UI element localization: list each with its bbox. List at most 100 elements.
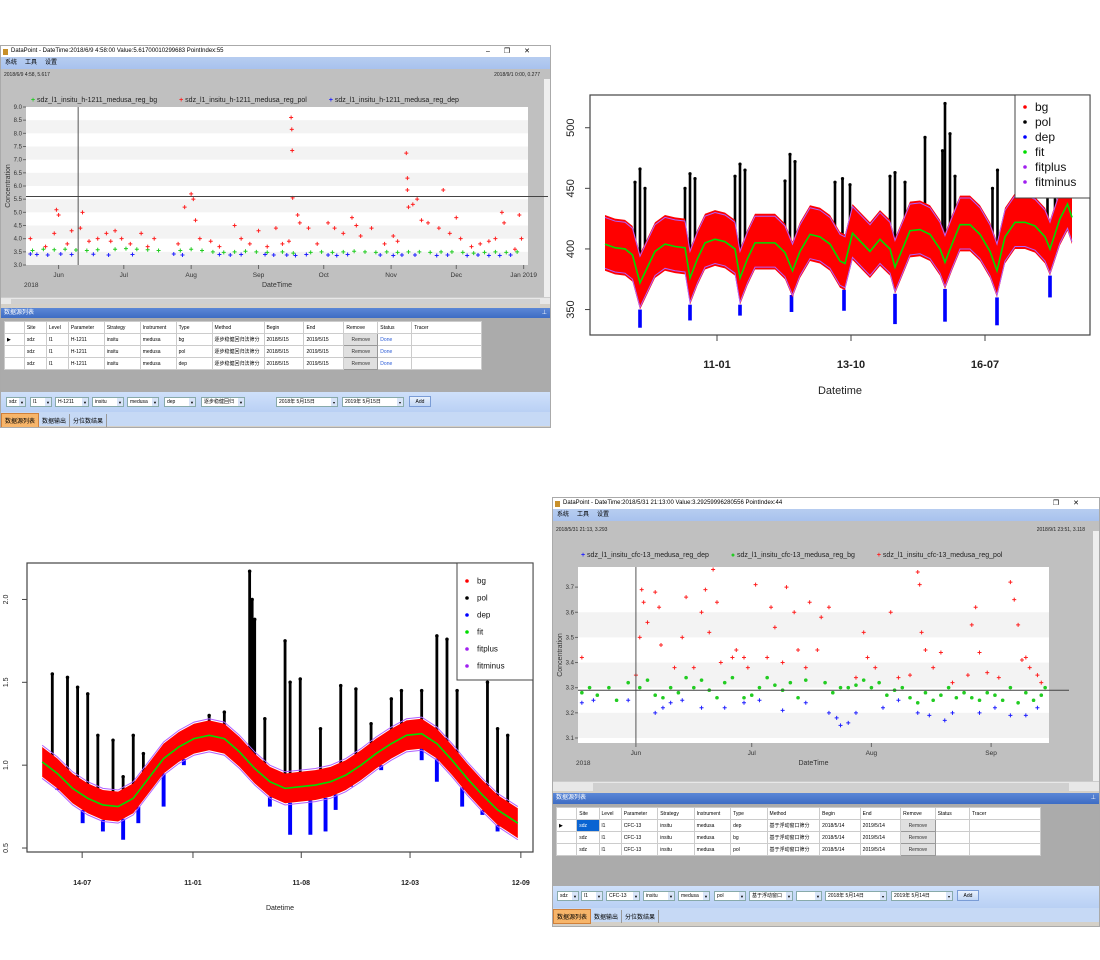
method-dropdown[interactable]: 基于浮动窗口 ▼ bbox=[749, 891, 793, 901]
table-row[interactable]: ▶ sdz l1 CFC-13 insitu medusa dep 基于浮动窗口筛分 2018/… bbox=[555, 819, 1041, 832]
column-header[interactable]: Type bbox=[730, 807, 768, 820]
legend-item-dep[interactable]: + sdz_l1_insitu_cfc-13_medusa_reg_dep bbox=[581, 552, 709, 559]
legend-item-pol[interactable]: + sdz_l1_insitu_cfc-13_medusa_reg_pol bbox=[876, 552, 1003, 559]
data-point-bg bbox=[471, 251, 476, 256]
menu-tools[interactable]: 工具 bbox=[25, 60, 38, 66]
remove-button[interactable]: Remove bbox=[900, 819, 936, 832]
menu-tools[interactable]: 工具 bbox=[577, 512, 590, 518]
column-header[interactable] bbox=[555, 807, 578, 820]
column-header[interactable]: Tracer bbox=[411, 321, 482, 334]
horizontal-scrollbar[interactable] bbox=[553, 781, 1099, 791]
maximize-button[interactable]: ❐ bbox=[1052, 500, 1074, 507]
instrument-dropdown[interactable]: medusa ▼ bbox=[678, 891, 710, 901]
column-header[interactable]: Remove bbox=[900, 807, 936, 820]
parameter-dropdown[interactable]: H-1211 ▼ bbox=[55, 397, 89, 407]
tab-data-sources[interactable]: 数据源列表 bbox=[553, 909, 592, 924]
add-button[interactable]: Add bbox=[409, 396, 431, 407]
type-dropdown[interactable]: pol ▼ bbox=[714, 891, 746, 901]
type-dropdown[interactable]: dep ▼ bbox=[164, 397, 196, 407]
data-point-pol bbox=[645, 620, 650, 625]
method-dropdown[interactable]: 逐步稳健回归 ▼ bbox=[201, 397, 245, 407]
strategy-dropdown[interactable]: insitu ▼ bbox=[92, 397, 124, 407]
end-date-picker[interactable]: 2019年 5月15日 ▾ bbox=[342, 397, 404, 407]
column-header[interactable]: Begin bbox=[263, 321, 305, 334]
remove-button[interactable]: Remove bbox=[343, 345, 379, 358]
column-header[interactable]: Level bbox=[598, 807, 622, 820]
table-row[interactable]: sdz l1 H-1211 insitu medusa pol 逐步稳健回归法筛分 2018/… bbox=[4, 345, 482, 358]
extra-dropdown[interactable]: ▼ bbox=[796, 891, 822, 901]
instrument-dropdown[interactable]: medusa ▼ bbox=[127, 397, 159, 407]
remove-button[interactable]: Remove bbox=[343, 333, 379, 346]
tab-data-output[interactable]: 数据输出 bbox=[39, 414, 71, 427]
vertical-scrollbar[interactable] bbox=[544, 79, 550, 297]
table-row[interactable]: sdz l1 CFC-13 insitu medusa bg 基于浮动窗口筛分 2018/5/… bbox=[555, 831, 1041, 844]
vertical-scrollbar[interactable] bbox=[1093, 531, 1099, 781]
table-row[interactable]: sdz l1 H-1211 insitu medusa dep 逐步稳健回归法筛分 2018/… bbox=[4, 357, 482, 370]
column-header[interactable]: Status bbox=[377, 321, 413, 334]
legend-item-bg[interactable]: ● sdz_l1_insitu_cfc-13_medusa_reg_bg bbox=[730, 552, 855, 559]
menu-system[interactable]: 系统 bbox=[557, 512, 570, 518]
pin-icon[interactable]: ⊥ bbox=[1090, 795, 1096, 801]
begin-date-picker[interactable]: 2018年 5月15日 ▾ bbox=[276, 397, 338, 407]
data-point-bg bbox=[923, 690, 928, 695]
column-header[interactable]: Begin bbox=[819, 807, 861, 820]
horizontal-scrollbar[interactable] bbox=[1, 297, 550, 304]
cell-instrument: medusa bbox=[693, 819, 732, 832]
concentration-chart[interactable]: 3.1 3.2 3.3 3.4 3.5 3.6 3.7 Jun Jul Aug Sep DateTim… bbox=[553, 564, 1093, 779]
legend-item-pol[interactable]: + sdz_l1_insitu_h-1211_medusa_reg_pol bbox=[179, 97, 307, 104]
table-row[interactable]: sdz l1 CFC-13 insitu medusa pol 基于浮动窗口筛分 2018/5… bbox=[555, 843, 1041, 856]
tab-data-sources[interactable]: 数据源列表 bbox=[1, 413, 40, 427]
menu-settings[interactable]: 设置 bbox=[597, 512, 610, 518]
table-row[interactable]: ▶ sdz l1 H-1211 insitu medusa bg 逐步稳健回归法筛分 2018/… bbox=[4, 333, 482, 346]
column-header[interactable]: Parameter bbox=[67, 321, 105, 334]
minimize-button[interactable]: – bbox=[485, 48, 504, 55]
legend-item-bg[interactable]: + sdz_l1_insitu_h-1211_medusa_reg_bg bbox=[31, 97, 158, 104]
column-header[interactable]: Strategy bbox=[103, 321, 141, 334]
column-header[interactable]: Method bbox=[766, 807, 821, 820]
column-header[interactable]: Instrument bbox=[693, 807, 732, 820]
close-button[interactable]: ✕ bbox=[524, 48, 544, 55]
remove-button[interactable]: Remove bbox=[900, 831, 936, 844]
parameter-dropdown[interactable]: CFC-13 ▼ bbox=[606, 891, 640, 901]
column-header[interactable]: Strategy bbox=[657, 807, 695, 820]
column-header[interactable]: Site bbox=[576, 807, 600, 820]
menu-system[interactable]: 系统 bbox=[5, 60, 18, 66]
add-button[interactable]: Add bbox=[957, 890, 979, 901]
column-header[interactable]: Type bbox=[175, 321, 213, 334]
maximize-button[interactable]: ❐ bbox=[503, 48, 525, 55]
level-dropdown[interactable]: l1 ▼ bbox=[581, 891, 603, 901]
column-header[interactable]: Site bbox=[23, 321, 47, 334]
data-point-bg bbox=[352, 249, 357, 254]
tab-quantile-results[interactable]: 分位数结果 bbox=[70, 414, 108, 427]
column-header[interactable]: End bbox=[303, 321, 345, 334]
pin-icon[interactable]: ⊥ bbox=[541, 310, 547, 316]
column-header[interactable]: End bbox=[859, 807, 902, 820]
column-header[interactable]: Remove bbox=[343, 321, 379, 334]
remove-button[interactable]: Remove bbox=[343, 357, 379, 370]
data-point-pol bbox=[119, 236, 124, 241]
concentration-chart[interactable]: 3.0 3.5 4.0 4.5 5.0 5.5 6.0 6.5 7.0 7.5 8.0 8.5 9.0 J… bbox=[1, 104, 548, 294]
tab-data-output[interactable]: 数据输出 bbox=[591, 910, 623, 923]
legend-item-dep[interactable]: + sdz_l1_insitu_h-1211_medusa_reg_dep bbox=[328, 97, 459, 104]
column-header[interactable]: Tracer bbox=[969, 807, 1041, 820]
end-date-picker[interactable]: 2019年 5月14日 ▾ bbox=[891, 891, 953, 901]
column-header[interactable]: Parameter bbox=[620, 807, 659, 820]
remove-button[interactable]: Remove bbox=[900, 843, 936, 856]
data-point-pol bbox=[1039, 680, 1044, 685]
level-dropdown[interactable]: l1 ▼ bbox=[30, 397, 52, 407]
column-header[interactable]: Instrument bbox=[139, 321, 177, 334]
close-button[interactable]: ✕ bbox=[1073, 500, 1093, 507]
column-header[interactable]: Level bbox=[45, 321, 69, 334]
site-dropdown[interactable]: sdz ▼ bbox=[557, 891, 579, 901]
site-dropdown[interactable]: sdz ▼ bbox=[6, 397, 26, 407]
menu-settings[interactable]: 设置 bbox=[45, 60, 58, 66]
pol-point bbox=[65, 675, 70, 680]
column-header[interactable]: Method bbox=[211, 321, 265, 334]
data-point-pol bbox=[1008, 580, 1013, 585]
column-header[interactable] bbox=[4, 321, 25, 334]
strategy-dropdown[interactable]: insitu ▼ bbox=[643, 891, 675, 901]
tab-quantile-results[interactable]: 分位数结果 bbox=[622, 910, 660, 923]
begin-date-picker[interactable]: 2018年 5月14日 ▾ bbox=[825, 891, 887, 901]
column-header[interactable]: Status bbox=[934, 807, 971, 820]
data-point-pol bbox=[358, 234, 363, 239]
